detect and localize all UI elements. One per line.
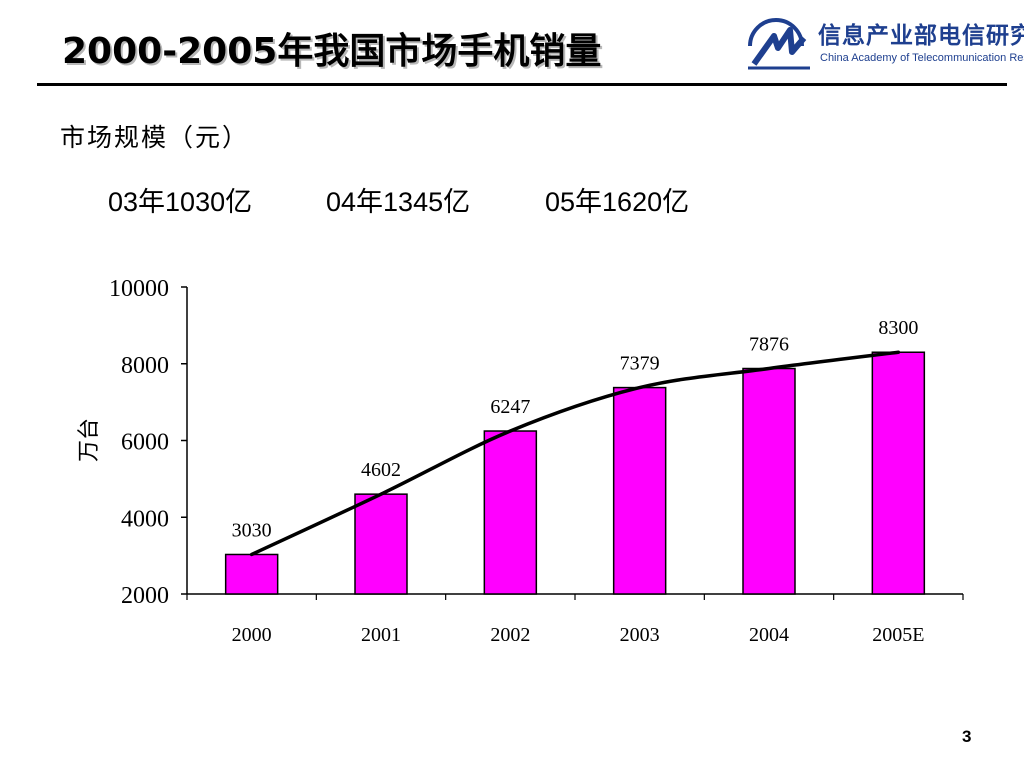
y-tick-label: 6000 [121,430,169,456]
data-label: 7379 [620,353,660,375]
x-tick-label: 2004 [749,624,789,646]
data-label: 3030 [232,519,272,541]
stat-2005: 05年1620亿 [545,187,690,217]
x-tick-label: 2002 [490,624,530,646]
logo: 信息产业部电信研究院 China Academy of Telecommunic… [740,12,1024,76]
x-tick-label: 2003 [620,624,660,646]
bar [224,553,279,595]
bar [354,493,408,595]
logo-name-cn: 信息产业部电信研究院 [818,23,1024,49]
logo-name-en: China Academy of Telecommunication Resea… [820,52,1024,64]
data-label: 7876 [749,334,789,356]
bar [612,386,667,595]
x-tick-label: 2005E [872,624,924,646]
page-number: 3 [962,727,972,746]
stat-2004: 04年1345亿 [326,187,471,217]
y-axis-title: 万台 [77,418,102,462]
logo-emblem-icon [748,18,810,70]
data-label: 4602 [361,459,401,481]
bar [483,430,538,595]
market-size-heading: 市场规模（元） [60,123,250,152]
bar [742,367,796,595]
data-label: 6247 [490,396,530,418]
y-tick-label: 10000 [109,276,169,302]
y-tick-label: 4000 [121,506,169,532]
slide-title: 2000-2005年我国市场手机销量 [62,31,602,72]
x-tick-label: 2001 [361,624,401,646]
trend-line [249,350,901,557]
bar [871,351,926,595]
stat-2003: 03年1030亿 [108,187,253,217]
data-label: 8300 [878,317,918,339]
y-tick-label: 8000 [121,353,169,379]
y-tick-label: 2000 [121,583,169,609]
title-divider [37,83,1007,86]
market-size-stats: 03年1030亿 04年1345亿 05年1620亿 [0,180,1024,220]
x-tick-label: 2000 [232,624,272,646]
